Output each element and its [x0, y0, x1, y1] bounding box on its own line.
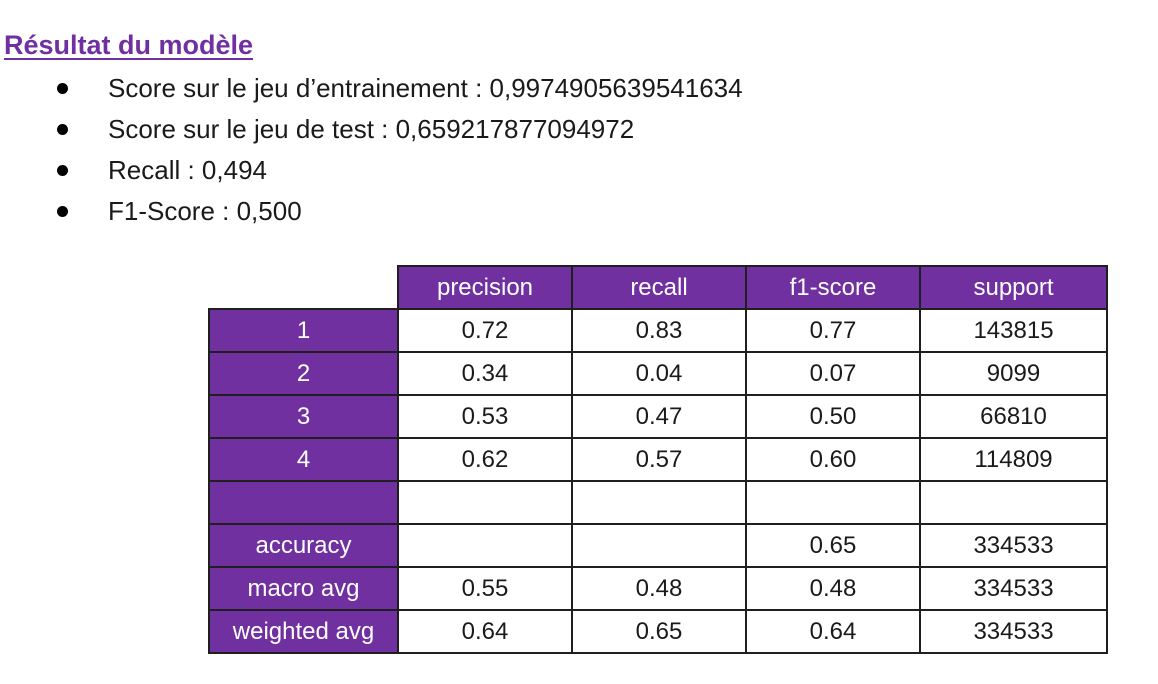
bullet-icon [57, 124, 68, 135]
cell-precision: 0.53 [397, 394, 573, 439]
table-row-accuracy: accuracy 0.65 334533 [208, 523, 1108, 568]
cell-support: 143815 [919, 308, 1108, 353]
table-row: 1 0.72 0.83 0.77 143815 [208, 308, 1108, 353]
cell-recall [571, 523, 747, 568]
classification-report-table: precision recall f1-score support 1 0.72… [208, 265, 1108, 654]
row-label: macro avg [208, 566, 399, 611]
header-support: support [919, 265, 1108, 310]
metric-text: Recall : 0,494 [108, 155, 267, 185]
metric-text: F1-Score : 0,500 [108, 196, 302, 226]
cell-f1-score: 0.60 [745, 437, 921, 482]
bullet-icon [57, 83, 68, 94]
table-header-row: precision recall f1-score support [209, 265, 1108, 310]
row-label: accuracy [208, 523, 399, 568]
table-row: 3 0.53 0.47 0.50 66810 [208, 394, 1108, 439]
row-label: 4 [208, 437, 399, 482]
cell-recall: 0.83 [571, 308, 747, 353]
table-row-empty [208, 480, 1108, 525]
cell-f1-score: 0.07 [745, 351, 921, 396]
cell-f1-score: 0.77 [745, 308, 921, 353]
bullet-icon [57, 165, 68, 176]
row-label: 3 [208, 394, 399, 439]
cell-support: 334533 [919, 566, 1108, 611]
cell-precision [397, 480, 573, 525]
cell-recall [571, 480, 747, 525]
cell-precision: 0.34 [397, 351, 573, 396]
cell-f1-score: 0.48 [745, 566, 921, 611]
cell-precision [397, 523, 573, 568]
cell-precision: 0.62 [397, 437, 573, 482]
metric-recall: Recall : 0,494 [52, 150, 743, 191]
metric-text: Score sur le jeu d’entrainement : 0,9974… [108, 73, 743, 103]
metric-train-score: Score sur le jeu d’entrainement : 0,9974… [52, 68, 743, 109]
metrics-list: Score sur le jeu d’entrainement : 0,9974… [52, 68, 743, 232]
metric-f1: F1-Score : 0,500 [52, 191, 743, 232]
cell-precision: 0.72 [397, 308, 573, 353]
cell-recall: 0.47 [571, 394, 747, 439]
header-precision: precision [397, 265, 573, 310]
cell-support: 334533 [919, 523, 1108, 568]
cell-recall: 0.48 [571, 566, 747, 611]
cell-recall: 0.65 [571, 609, 747, 654]
cell-support: 9099 [919, 351, 1108, 396]
row-label: 1 [208, 308, 399, 353]
table-row: 2 0.34 0.04 0.07 9099 [208, 351, 1108, 396]
table-row-macro-avg: macro avg 0.55 0.48 0.48 334533 [208, 566, 1108, 611]
cell-f1-score [745, 480, 921, 525]
cell-support: 66810 [919, 394, 1108, 439]
row-label: weighted avg [208, 609, 399, 654]
table-row-weighted-avg: weighted avg 0.64 0.65 0.64 334533 [208, 609, 1108, 654]
cell-f1-score: 0.64 [745, 609, 921, 654]
row-label [208, 480, 399, 525]
bullet-icon [57, 206, 68, 217]
cell-precision: 0.64 [397, 609, 573, 654]
table-corner [209, 266, 398, 309]
cell-f1-score: 0.50 [745, 394, 921, 439]
header-recall: recall [571, 265, 747, 310]
row-label: 2 [208, 351, 399, 396]
cell-recall: 0.04 [571, 351, 747, 396]
cell-precision: 0.55 [397, 566, 573, 611]
header-f1-score: f1-score [745, 265, 921, 310]
section-title: Résultat du modèle [4, 30, 254, 60]
cell-recall: 0.57 [571, 437, 747, 482]
metric-test-score: Score sur le jeu de test : 0,65921787709… [52, 109, 743, 150]
cell-support: 114809 [919, 437, 1108, 482]
cell-support [919, 480, 1108, 525]
cell-f1-score: 0.65 [745, 523, 921, 568]
metric-text: Score sur le jeu de test : 0,65921787709… [108, 114, 635, 144]
table-row: 4 0.62 0.57 0.60 114809 [208, 437, 1108, 482]
cell-support: 334533 [919, 609, 1108, 654]
